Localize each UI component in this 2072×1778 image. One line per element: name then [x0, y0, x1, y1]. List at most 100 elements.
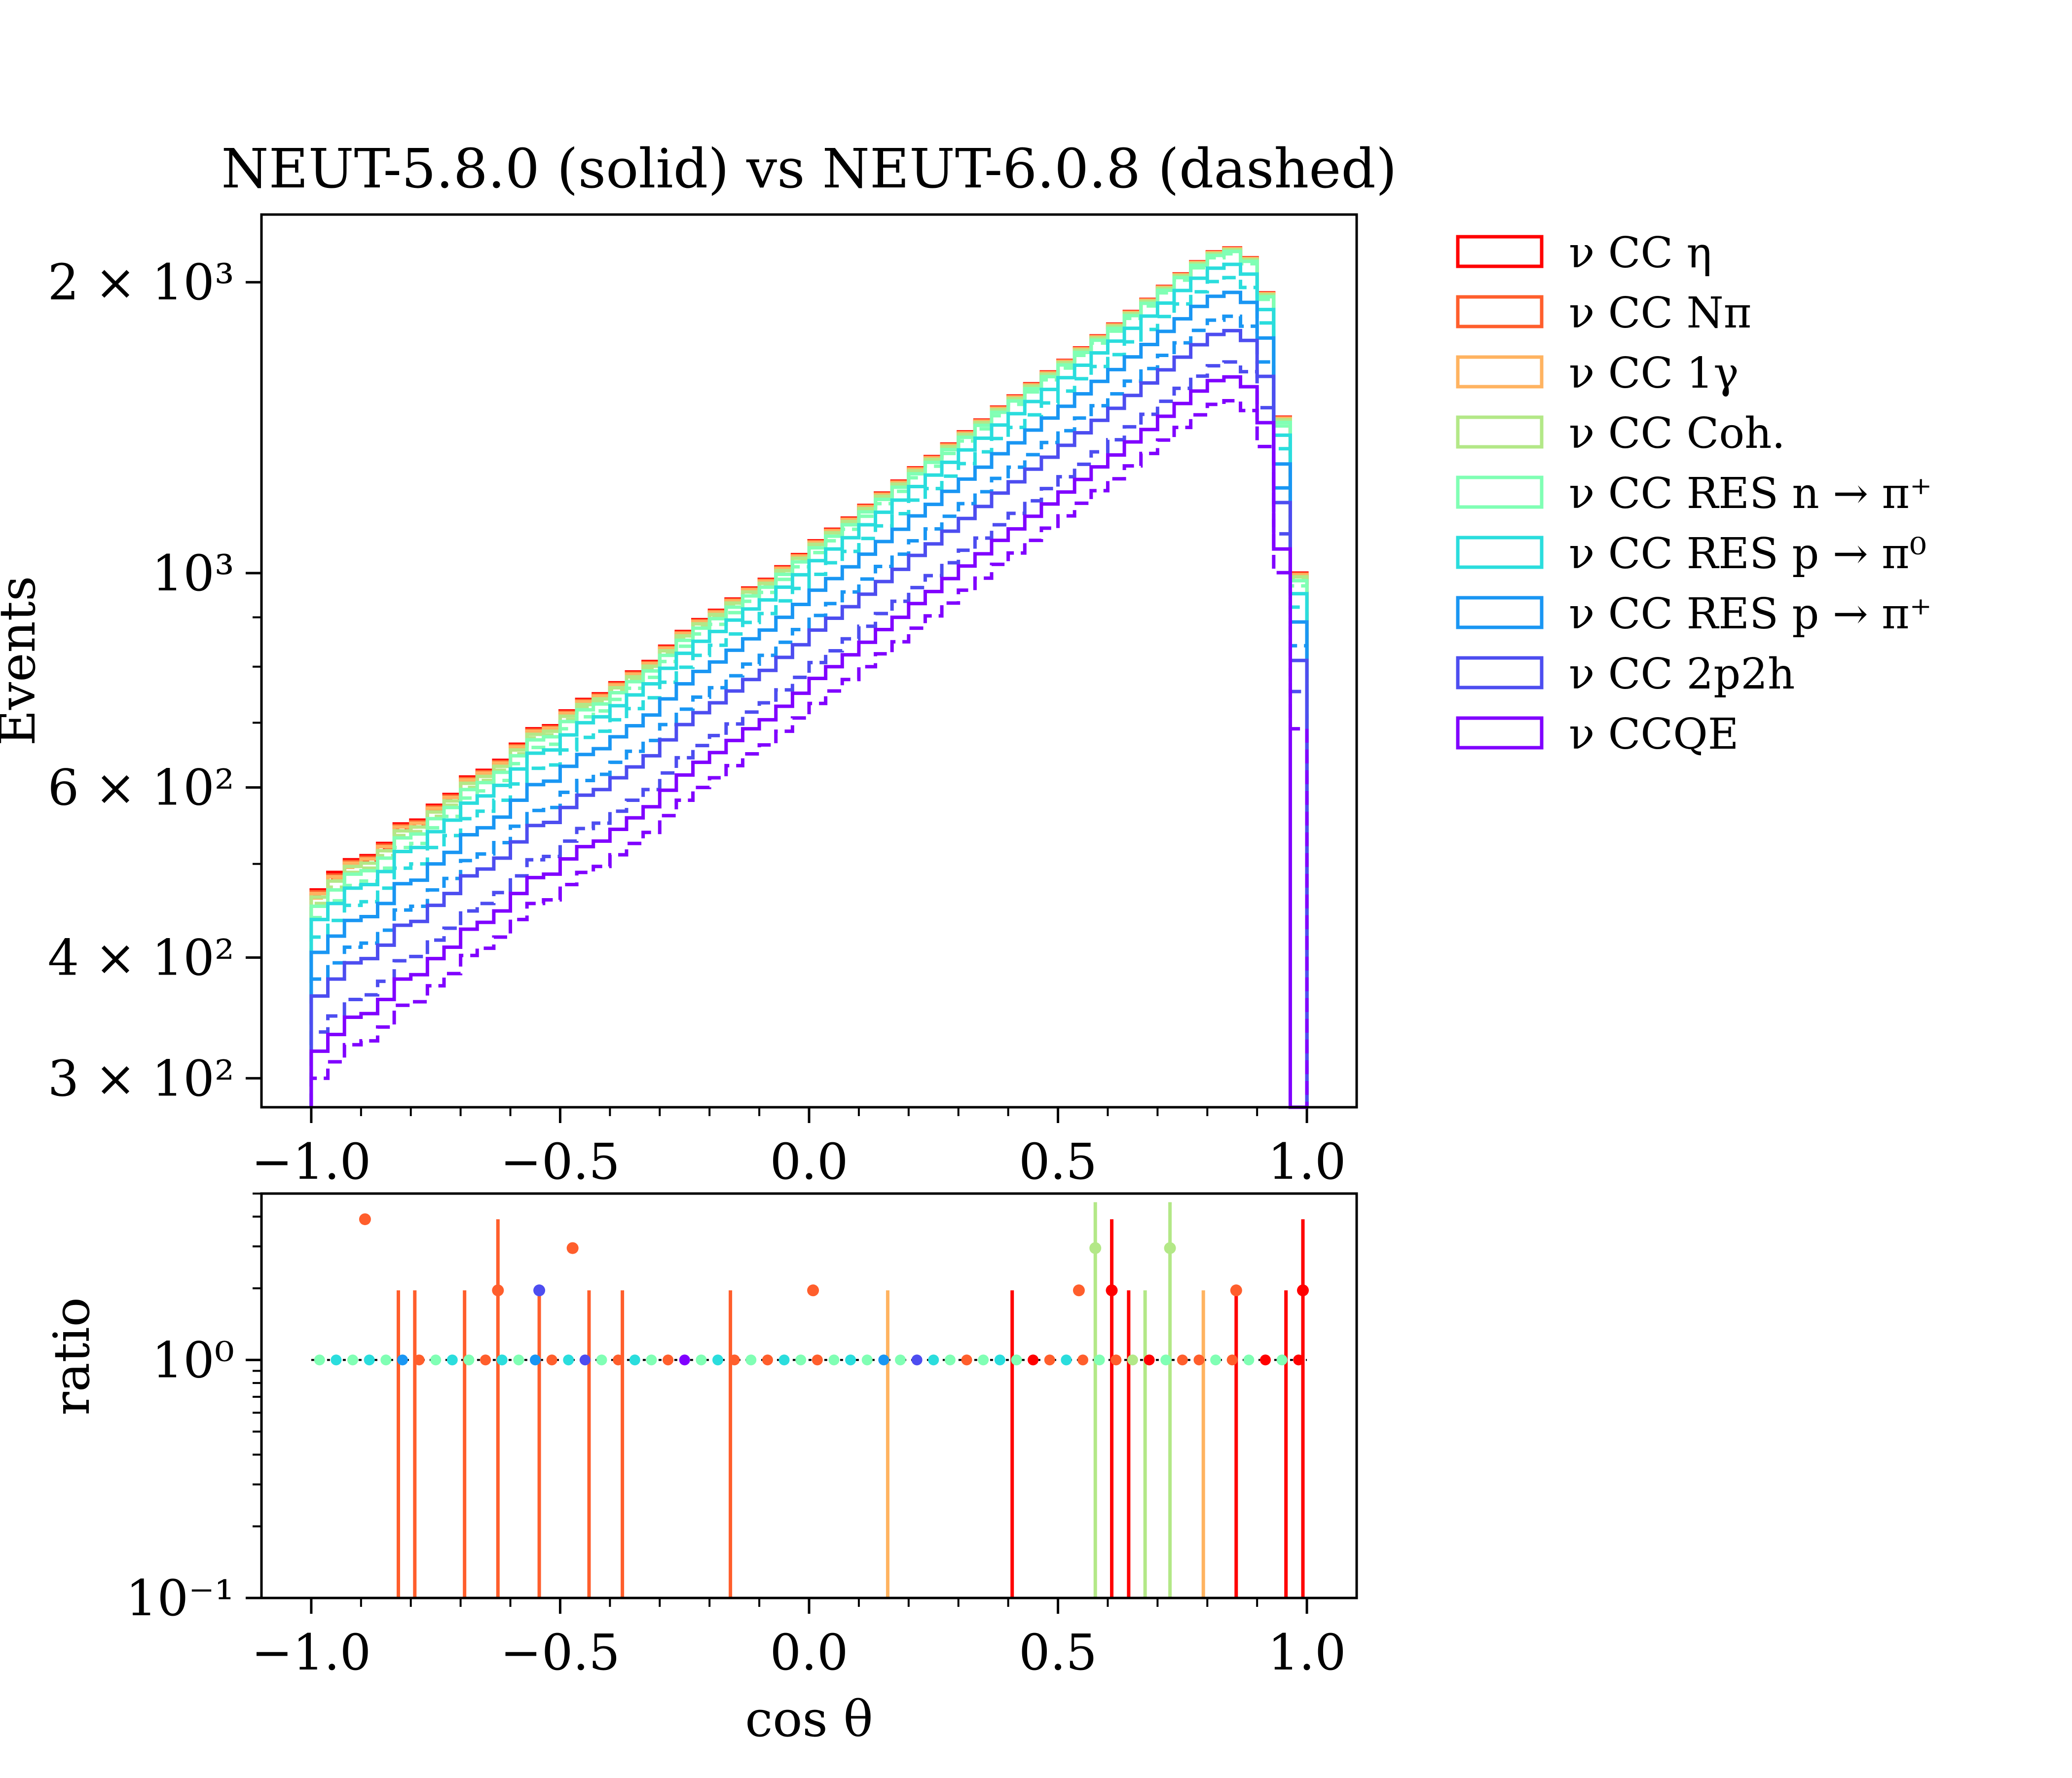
top-ylabel: Events	[0, 576, 46, 746]
legend-label: ν CC RES p → π⁺	[1569, 589, 1932, 639]
top-x-tick-label: 0.5	[1019, 1133, 1097, 1191]
legend-swatch	[1456, 716, 1544, 750]
top-axes-frame	[260, 213, 1358, 1109]
ratio-point	[807, 1284, 819, 1297]
top-x-tick-label: 1.0	[1268, 1133, 1346, 1191]
series-solid-4	[309, 250, 1309, 1107]
ratio-point	[696, 1354, 707, 1366]
ratio-point	[646, 1354, 657, 1366]
ratio-point	[1226, 1354, 1238, 1366]
ratio-point	[364, 1354, 375, 1366]
ratio-point	[533, 1284, 546, 1297]
legend-label: ν CCQE	[1569, 710, 1739, 759]
series-dashed-6	[309, 314, 1309, 1107]
top-panel: 3 × 10² 4 × 10² 6 × 10² 10³ 2 × 10³ −1.0 −0.5 0…	[48, 213, 1358, 1191]
ratio-point	[911, 1354, 923, 1366]
ratio-x-tick-label: 0.0	[770, 1624, 848, 1681]
series-solid-7	[309, 328, 1309, 1107]
ratio-x-tick-label: −0.5	[500, 1624, 620, 1681]
ratio-point	[513, 1354, 524, 1366]
ratio-point	[613, 1354, 624, 1366]
legend-label: ν CC RES n → π⁺	[1569, 469, 1932, 518]
ratio-point	[629, 1354, 640, 1366]
legend-label: ν CC RES p → π⁰	[1569, 529, 1926, 579]
ratio-axes-frame	[260, 1192, 1358, 1599]
ratio-point	[566, 1242, 579, 1254]
ratio-point	[729, 1354, 740, 1366]
ratio-point	[530, 1354, 541, 1366]
legend-label: ν CC Coh.	[1569, 409, 1785, 458]
series-solid-5	[309, 262, 1309, 1107]
top-x-tick-label: −0.5	[500, 1133, 620, 1191]
ratio-point	[579, 1354, 591, 1366]
ratio-point	[446, 1354, 458, 1366]
ratio-point	[1144, 1354, 1155, 1366]
legend-label: ν CC 1γ	[1569, 349, 1739, 398]
ratio-point	[397, 1354, 408, 1366]
series-dashed-5	[309, 276, 1309, 1107]
ratio-y-tick-label: 10⁰	[152, 1331, 234, 1389]
ratio-point	[563, 1354, 574, 1366]
ratio-point	[546, 1354, 557, 1366]
ratio-point	[812, 1354, 823, 1366]
top-x-tick-label: −1.0	[251, 1133, 371, 1191]
ratio-x-tick-label: 0.5	[1019, 1624, 1097, 1681]
legend-swatch	[1456, 656, 1544, 689]
ratio-point	[463, 1354, 475, 1366]
top-y-tick-label: 6 × 10²	[48, 759, 234, 817]
top-y-tick-label: 4 × 10²	[48, 929, 234, 987]
series-dashed-8	[309, 399, 1309, 1107]
ratio-point	[347, 1354, 358, 1366]
ratio-point	[380, 1354, 392, 1366]
ratio-panel: 10⁻¹ 10⁰ −1.0 −0.5 0.0 0.5 1.0	[126, 1192, 1358, 1681]
top-x-tick-label: 0.0	[770, 1133, 848, 1191]
legend-swatch	[1456, 475, 1544, 509]
series-solid-8	[309, 375, 1307, 1109]
legend-swatch	[1456, 536, 1544, 569]
ratio-point	[1276, 1354, 1288, 1366]
series-solid-6	[309, 290, 1309, 1107]
ratio-point	[430, 1354, 442, 1366]
ratio-x-tick-label: −1.0	[251, 1624, 371, 1681]
ratio-point	[795, 1354, 807, 1366]
ratio-point	[745, 1354, 757, 1366]
ratio-point	[895, 1354, 906, 1366]
ratio-point	[978, 1354, 989, 1366]
ratio-point	[1160, 1354, 1172, 1366]
legend-swatch	[1456, 235, 1544, 268]
ratio-point	[712, 1354, 723, 1366]
ratio-point	[944, 1354, 956, 1366]
legend-swatch	[1456, 596, 1544, 629]
ratio-y-tick-label: 10⁻¹	[126, 1569, 234, 1627]
ratio-point	[878, 1354, 889, 1366]
legend-swatch	[1456, 295, 1544, 328]
legend-swatch	[1456, 415, 1544, 449]
ratio-point	[1193, 1354, 1205, 1366]
ratio-point	[1011, 1354, 1022, 1366]
ratio-point	[762, 1354, 773, 1366]
ratio-point	[1230, 1284, 1242, 1297]
legend: ν CC η ν CC Nπ ν CC 1γ ν CC Coh. ν CC RES n …	[1456, 228, 1932, 759]
ratio-point	[828, 1354, 840, 1366]
legend-label: ν CC 2p2h	[1569, 650, 1795, 699]
ratio-point	[1127, 1354, 1138, 1366]
ratio-point	[1089, 1242, 1102, 1254]
ratio-point	[413, 1354, 425, 1366]
ratio-point	[1243, 1354, 1255, 1366]
top-y-tick-label: 10³	[152, 544, 234, 602]
ratio-x-tick-label: 1.0	[1268, 1624, 1346, 1681]
ratio-point	[1106, 1284, 1118, 1297]
ratio-point	[496, 1354, 508, 1366]
top-y-tick-label: 3 × 10²	[48, 1050, 234, 1107]
ratio-point	[1297, 1284, 1309, 1297]
bottom-ylabel: ratio	[43, 1297, 101, 1415]
ratio-point	[845, 1354, 856, 1366]
ratio-point	[331, 1354, 342, 1366]
ratio-point	[1293, 1354, 1304, 1366]
bottom-xlabel: cos θ	[745, 1690, 873, 1748]
ratio-point	[314, 1354, 325, 1366]
series-dashed-7	[309, 360, 1309, 1107]
ratio-point	[1164, 1242, 1176, 1254]
ratio-point	[1061, 1354, 1072, 1366]
